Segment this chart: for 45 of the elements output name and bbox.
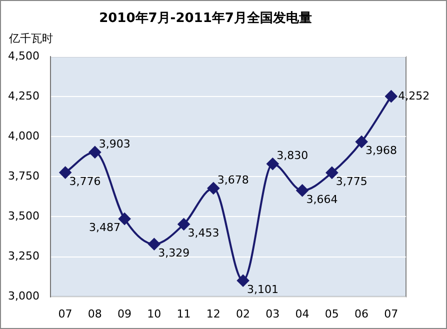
data-label: 3,968 xyxy=(366,144,398,158)
point xyxy=(148,238,160,250)
y-tick-label: 3,500 xyxy=(8,210,40,223)
x-tick-label: 06 xyxy=(354,307,369,320)
y-axis-title: 亿千瓦时 xyxy=(9,31,53,46)
y-tick-label: 3,250 xyxy=(8,250,40,263)
y-tick-label: 4,500 xyxy=(8,49,40,62)
data-label: 4,252 xyxy=(398,90,430,103)
x-tick-label: 11 xyxy=(176,307,191,320)
data-label: 3,678 xyxy=(217,174,249,187)
data-label: 3,101 xyxy=(247,282,279,296)
x-tick-label: 07 xyxy=(384,307,398,320)
x-tick-label: 05 xyxy=(324,307,339,320)
x-tick-label: 09 xyxy=(118,307,132,320)
x-tick-label: 10 xyxy=(147,307,162,320)
point xyxy=(356,136,368,148)
point xyxy=(326,166,338,179)
y-tick-label: 3,000 xyxy=(8,290,40,303)
data-label: 3,487 xyxy=(89,221,121,234)
point xyxy=(385,90,398,102)
data-label: 3,329 xyxy=(158,246,190,260)
data-label: 3,776 xyxy=(69,174,101,188)
point xyxy=(59,166,72,179)
point xyxy=(88,146,101,158)
y-tick-label: 4,000 xyxy=(8,130,40,143)
point xyxy=(296,184,308,196)
data-label: 3,453 xyxy=(188,226,220,240)
y-tick-label: 3,750 xyxy=(8,170,40,183)
x-tick-label: 02 xyxy=(236,307,250,320)
x-tick-label: 12 xyxy=(206,307,220,320)
chart-title: 2010年7月-2011年7月全国发电量 xyxy=(99,11,312,26)
y-tick-label: 4,250 xyxy=(8,89,40,102)
data-label: 3,775 xyxy=(336,175,368,188)
data-label: 3,664 xyxy=(306,192,338,206)
point xyxy=(207,182,220,194)
data-label: 3,830 xyxy=(276,149,308,162)
x-tick-label: 08 xyxy=(88,307,102,320)
x-tick-label: 03 xyxy=(266,307,280,320)
point xyxy=(118,212,131,225)
x-tick-label: 04 xyxy=(295,307,310,320)
point xyxy=(237,274,250,287)
point xyxy=(266,158,279,170)
x-tick-label: 07 xyxy=(58,307,72,320)
point xyxy=(178,218,190,230)
data-label: 3,903 xyxy=(98,138,130,151)
